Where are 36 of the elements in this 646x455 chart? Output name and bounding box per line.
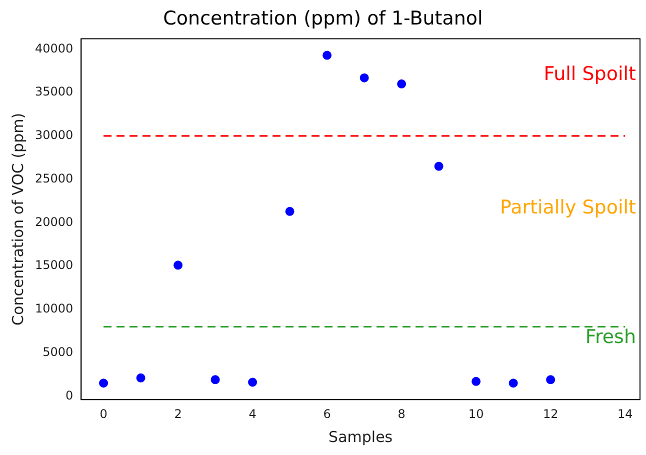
y-tick-label: 15000 <box>34 258 74 272</box>
x-tick-label: 0 <box>100 406 108 421</box>
annotation: Partially Spoilt <box>500 196 636 218</box>
x-tick-label: 14 <box>617 406 633 421</box>
y-tick-label: 25000 <box>34 171 74 186</box>
annotation: Full Spoilt <box>544 62 636 85</box>
y-tick-label: 20000 <box>34 214 74 229</box>
point <box>210 375 220 384</box>
x-tick-label: 4 <box>248 406 256 421</box>
point <box>99 378 108 388</box>
y-tick-label: 35000 <box>34 84 74 99</box>
point <box>546 375 556 384</box>
y-tick-label: 0 <box>66 388 74 402</box>
point <box>248 378 258 387</box>
point <box>397 79 406 88</box>
y-tick-label: 10000 <box>34 302 74 316</box>
chart-title: Concentration (ppm) of 1-Butanol <box>163 7 483 30</box>
x-tick-label: 2 <box>174 406 182 421</box>
x-axis-title: Samples <box>328 428 393 446</box>
x-tick-label: 6 <box>323 406 331 421</box>
point <box>434 162 444 171</box>
point <box>322 50 332 60</box>
y-tick-label: 40000 <box>34 41 74 56</box>
point <box>285 206 294 216</box>
point <box>472 376 481 386</box>
y-tick-label: 30000 <box>34 128 74 142</box>
y-axis-title: Concentration of VOC (ppm) <box>8 112 27 326</box>
point <box>360 73 369 82</box>
y-tick-label: 5000 <box>42 344 74 359</box>
x-tick-label: 10 <box>468 406 484 421</box>
point <box>174 260 183 270</box>
point <box>508 378 518 388</box>
x-tick-label: 8 <box>398 406 406 421</box>
x-tick-label: 12 <box>542 406 558 421</box>
point <box>136 373 146 382</box>
annotation: Fresh <box>585 326 636 348</box>
